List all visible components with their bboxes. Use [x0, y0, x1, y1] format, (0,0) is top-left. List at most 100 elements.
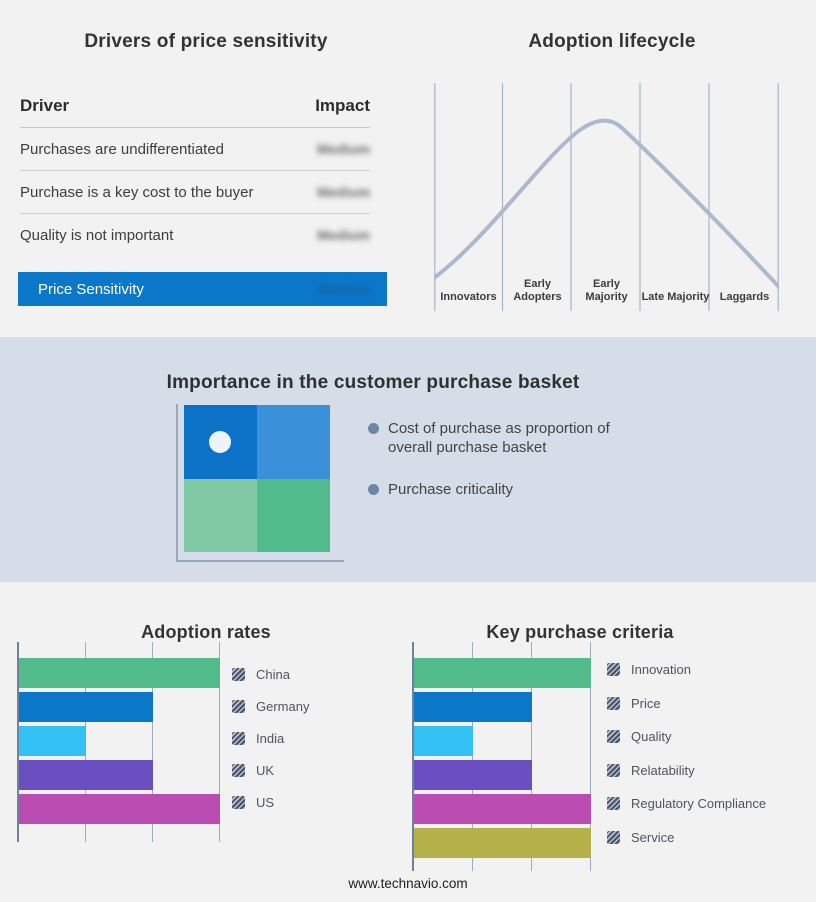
- column-header-driver: Driver: [20, 96, 70, 115]
- drivers-table: Driver Impact Purchases are undifferenti…: [20, 94, 370, 256]
- website-url: www.technavio.com: [348, 876, 468, 891]
- lifecycle-panel-title: Adoption lifecycle: [528, 30, 696, 52]
- stage-label-early-adopters: Early Adopters: [513, 278, 562, 303]
- legend-item-regulatory-compliance: Regulatory Compliance: [607, 787, 766, 821]
- purchase-basket-quadrant: [184, 405, 330, 552]
- lifecycle-bell-curve-chart: [434, 83, 779, 311]
- bar-quality: [414, 726, 473, 756]
- bar-india: [19, 726, 86, 756]
- legend-hatch-icon: [607, 797, 620, 811]
- legend-item-china: China: [232, 658, 309, 690]
- stage-label-laggards: Laggards: [719, 291, 770, 303]
- bar-regulatory-compliance: [414, 794, 591, 824]
- column-header-impact: Impact: [315, 96, 370, 115]
- key-purchase-criteria-title: Key purchase criteria: [486, 621, 674, 642]
- bar-uk: [19, 760, 153, 790]
- legend-hatch-icon: [607, 663, 620, 677]
- bullet-icon: [368, 484, 379, 495]
- quadrant-y-axis: [176, 404, 178, 562]
- legend-label: Germany: [256, 698, 310, 714]
- driver-name: Purchase is a key cost to the buyer: [20, 183, 254, 201]
- stage-label-early-majority: Early Majority: [585, 278, 628, 303]
- driver-row: Quality is not important Medium: [20, 214, 370, 256]
- impact-value-redacted: Medium: [317, 227, 370, 243]
- legend-item-price: Price: [607, 687, 766, 721]
- basket-bullet-list: Cost of purchase as proportion of overal…: [368, 419, 632, 522]
- purchase-basket-band: [0, 337, 816, 582]
- bar-price: [414, 692, 532, 722]
- legend-label: Quality: [631, 729, 672, 745]
- gridline: [531, 642, 532, 871]
- legend-label: Innovation: [631, 662, 691, 678]
- basket-title: Importance in the customer purchase bask…: [166, 371, 580, 393]
- price-sensitivity-impact-redacted: Medium: [318, 281, 371, 297]
- key-purchase-criteria-plot: [412, 642, 591, 871]
- legend-label: Price: [631, 695, 661, 711]
- lifecycle-stage-labels: Innovators Early Adopters Early Majority La…: [434, 270, 779, 304]
- basket-bullet: Cost of purchase as proportion of overal…: [368, 419, 632, 457]
- position-marker-dot: [209, 431, 231, 453]
- legend-hatch-icon: [607, 830, 620, 844]
- legend-hatch-icon: [607, 730, 620, 744]
- bell-curve: [434, 118, 779, 289]
- quadrant-top-right: [257, 405, 330, 479]
- drivers-table-body: Purchases are undifferentiated Medium Purc…: [20, 128, 370, 256]
- basket-bullet: Purchase criticality: [368, 480, 632, 499]
- bar-china: [19, 658, 220, 688]
- legend-hatch-icon: [607, 696, 620, 710]
- legend-item-india: India: [232, 722, 309, 754]
- quadrant-bottom-left: [184, 478, 257, 552]
- bullet-text: Cost of purchase as proportion of overal…: [388, 420, 610, 456]
- lifecycle-gridlines: [434, 83, 779, 311]
- legend-label: Regulatory Compliance: [631, 796, 767, 812]
- bullet-text: Purchase criticality: [388, 481, 514, 498]
- legend-hatch-icon: [232, 795, 245, 809]
- bullet-icon: [368, 423, 379, 434]
- bar-us: [19, 794, 220, 824]
- gridline: [152, 642, 153, 842]
- price-sensitivity-highlight-row: Price Sensitivity Medium: [18, 272, 387, 306]
- bar-relatability: [414, 760, 532, 790]
- legend-label: China: [256, 666, 290, 682]
- drivers-panel-title: Drivers of price sensitivity: [84, 30, 328, 52]
- stage-label-late-majority: Late Majority: [641, 291, 710, 303]
- legend-hatch-icon: [607, 763, 620, 777]
- bar-innovation: [414, 658, 591, 688]
- adoption-rates-title: Adoption rates: [141, 621, 271, 642]
- bar-germany: [19, 692, 153, 722]
- legend-item-relatability: Relatability: [607, 754, 766, 788]
- legend-item-uk: UK: [232, 754, 309, 786]
- quadrant-top-left: [184, 405, 257, 479]
- legend-item-quality: Quality: [607, 720, 766, 754]
- gridline: [471, 642, 473, 871]
- legend-item-service: Service: [607, 821, 766, 855]
- legend-label: Relatability: [631, 762, 695, 778]
- legend-label: Service: [631, 829, 675, 845]
- gridline: [219, 642, 220, 842]
- legend-label: India: [256, 730, 285, 746]
- quadrant-x-axis: [176, 560, 344, 562]
- legend-hatch-icon: [232, 731, 245, 745]
- driver-name: Purchases are undifferentiated: [20, 140, 225, 158]
- quadrant-bottom-right: [257, 478, 330, 552]
- adoption-rates-plot: [17, 642, 220, 842]
- adoption-rates-legend: China Germany India UK US: [232, 658, 309, 818]
- legend-item-us: US: [232, 786, 309, 818]
- legend-label: US: [256, 794, 275, 810]
- impact-value-redacted: Medium: [317, 184, 370, 200]
- price-sensitivity-label: Price Sensitivity: [38, 280, 144, 298]
- bar-service: [414, 828, 591, 858]
- legend-item-germany: Germany: [232, 690, 309, 722]
- drivers-table-header: Driver Impact: [20, 94, 370, 128]
- stage-label-innovators: Innovators: [440, 291, 497, 303]
- legend-label: UK: [256, 762, 275, 778]
- legend-item-innovation: Innovation: [607, 653, 766, 687]
- driver-row: Purchase is a key cost to the buyer Mediu…: [20, 171, 370, 214]
- legend-hatch-icon: [232, 667, 245, 681]
- gridline: [590, 642, 591, 871]
- key-purchase-criteria-legend: Innovation Price Quality Relatability Regula…: [607, 653, 766, 854]
- driver-name: Quality is not important: [20, 226, 174, 244]
- legend-hatch-icon: [232, 763, 245, 777]
- legend-hatch-icon: [232, 699, 245, 713]
